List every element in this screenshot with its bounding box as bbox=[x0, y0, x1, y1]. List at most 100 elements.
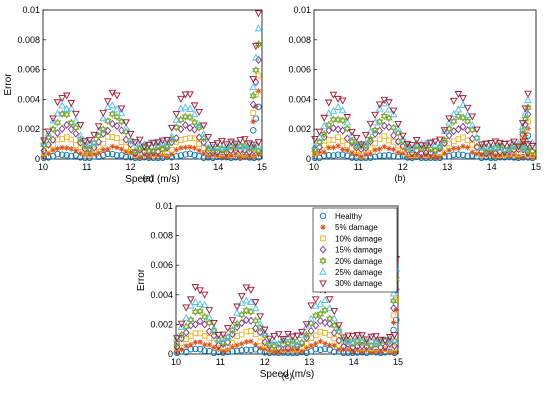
data-point bbox=[40, 138, 48, 146]
x-tick-label: 15 bbox=[257, 162, 267, 172]
data-point bbox=[362, 336, 371, 344]
data-point bbox=[72, 123, 80, 132]
data-point bbox=[326, 332, 333, 338]
data-point bbox=[200, 138, 208, 147]
data-point bbox=[464, 152, 471, 160]
legend-entry: Healthy bbox=[335, 212, 362, 221]
x-axis-label: Speed (m/s) bbox=[125, 174, 179, 185]
data-point bbox=[390, 304, 397, 313]
data-point bbox=[99, 114, 108, 122]
panel-label: (c) bbox=[282, 371, 293, 381]
data-point bbox=[146, 154, 152, 161]
chart-panel-2: 10 11 12 13 14 15 0 0.002 0.004 0.006 0.008 0.01 (b) bbox=[288, 5, 541, 183]
data-point bbox=[473, 133, 481, 141]
data-point bbox=[325, 144, 332, 151]
data-point bbox=[149, 139, 158, 147]
series-30-damage bbox=[311, 90, 537, 151]
data-point bbox=[249, 91, 257, 101]
data-point bbox=[523, 141, 532, 149]
data-point bbox=[178, 145, 184, 151]
data-point bbox=[371, 125, 379, 135]
x-tick-label: 11 bbox=[354, 162, 363, 172]
data-point bbox=[357, 141, 366, 149]
legend-entry: 15% damage bbox=[335, 246, 383, 255]
data-point bbox=[250, 110, 257, 116]
data-point bbox=[252, 43, 260, 51]
plot-area-frame bbox=[313, 9, 537, 160]
data-point bbox=[199, 122, 208, 130]
data-point bbox=[220, 348, 226, 355]
data-point bbox=[344, 332, 352, 340]
data-point bbox=[344, 337, 352, 345]
data-point bbox=[463, 104, 472, 112]
x-tick-label: 12 bbox=[126, 162, 136, 172]
data-point bbox=[449, 97, 458, 105]
data-point bbox=[299, 348, 305, 355]
data-point bbox=[372, 140, 378, 147]
data-point bbox=[376, 117, 384, 126]
data-point bbox=[394, 125, 403, 133]
data-point bbox=[62, 92, 71, 100]
data-point bbox=[271, 348, 277, 355]
legend-marker bbox=[319, 256, 327, 266]
data-point bbox=[486, 143, 495, 151]
data-point bbox=[380, 99, 389, 107]
data-point bbox=[353, 332, 362, 340]
data-point bbox=[53, 109, 62, 117]
data-point bbox=[298, 328, 306, 336]
data-point bbox=[389, 123, 398, 132]
data-point bbox=[233, 303, 241, 311]
data-point bbox=[308, 342, 314, 349]
legend-marker bbox=[320, 235, 326, 242]
data-point bbox=[524, 90, 532, 98]
data-point bbox=[210, 326, 218, 336]
y-tick-label: 0.006 bbox=[288, 65, 311, 75]
data-point bbox=[243, 328, 250, 335]
data-point bbox=[492, 153, 499, 159]
data-point bbox=[190, 118, 199, 127]
data-point bbox=[266, 348, 273, 355]
data-point bbox=[520, 154, 526, 160]
x-tick-label: 13 bbox=[304, 357, 314, 367]
data-point bbox=[167, 132, 176, 140]
data-point bbox=[219, 331, 228, 339]
data-point bbox=[114, 144, 120, 151]
data-point bbox=[67, 104, 76, 112]
data-point bbox=[358, 332, 366, 340]
y-tick-label: 0 bbox=[35, 154, 40, 164]
data-point bbox=[441, 150, 448, 157]
legend-marker bbox=[320, 224, 326, 230]
data-point bbox=[417, 144, 426, 153]
data-point bbox=[251, 299, 260, 307]
data-point bbox=[100, 146, 107, 153]
y-tick-label: 0.002 bbox=[150, 319, 173, 329]
data-point bbox=[95, 150, 102, 156]
data-point bbox=[186, 150, 194, 158]
data-point bbox=[181, 103, 190, 111]
chart-panel-1: 10 11 12 13 14 15 0 0.002 0.004 0.006 0.008 0.01 Spe… bbox=[3, 5, 267, 185]
data-point bbox=[366, 127, 375, 135]
data-point bbox=[366, 120, 375, 128]
data-point bbox=[294, 348, 301, 354]
data-point bbox=[367, 137, 374, 146]
data-point bbox=[254, 139, 263, 147]
data-point bbox=[338, 97, 347, 105]
data-point bbox=[183, 336, 189, 342]
data-point bbox=[312, 340, 319, 347]
data-point bbox=[140, 143, 149, 151]
legend-entry: 10% damage bbox=[335, 234, 383, 243]
data-point bbox=[293, 337, 302, 345]
data-point bbox=[302, 330, 311, 340]
data-point bbox=[487, 151, 494, 158]
y-tick-label: 0.006 bbox=[17, 65, 40, 75]
data-point bbox=[85, 139, 94, 147]
data-point bbox=[182, 151, 189, 158]
panel-label: (a) bbox=[143, 173, 154, 183]
data-point bbox=[352, 139, 361, 147]
data-point bbox=[163, 137, 172, 145]
data-point bbox=[408, 142, 416, 150]
data-point bbox=[172, 123, 180, 132]
y-tick-label: 0.01 bbox=[155, 201, 173, 211]
data-point bbox=[254, 24, 263, 32]
data-point bbox=[62, 104, 71, 112]
